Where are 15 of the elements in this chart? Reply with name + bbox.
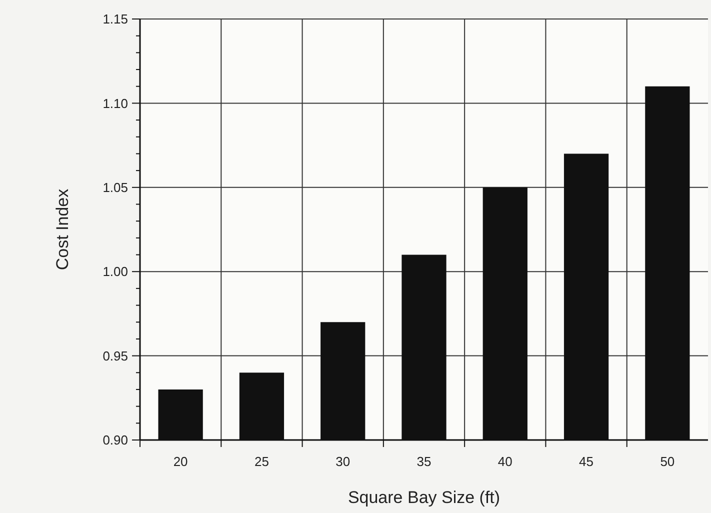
x-tick-label: 30 [336,454,350,469]
y-tick-label: 0.95 [102,348,128,364]
x-axis-title: Square Bay Size (ft) [348,488,500,507]
y-tick-label: 1.10 [102,96,128,111]
x-tick-label: 20 [173,454,188,469]
y-tick-label: 1.00 [102,264,128,280]
y-tick-label: 1.15 [102,12,128,27]
x-tick-label: 35 [416,454,432,469]
x-tick-label: 40 [498,454,512,469]
x-tick-label: 25 [254,454,269,469]
y-tick-label: 0.90 [102,432,128,448]
x-tick-label: 45 [579,454,594,469]
y-axis-title: Cost Index [53,188,72,270]
x-tick-label: 50 [660,454,675,469]
y-tick-label: 1.05 [102,180,128,195]
